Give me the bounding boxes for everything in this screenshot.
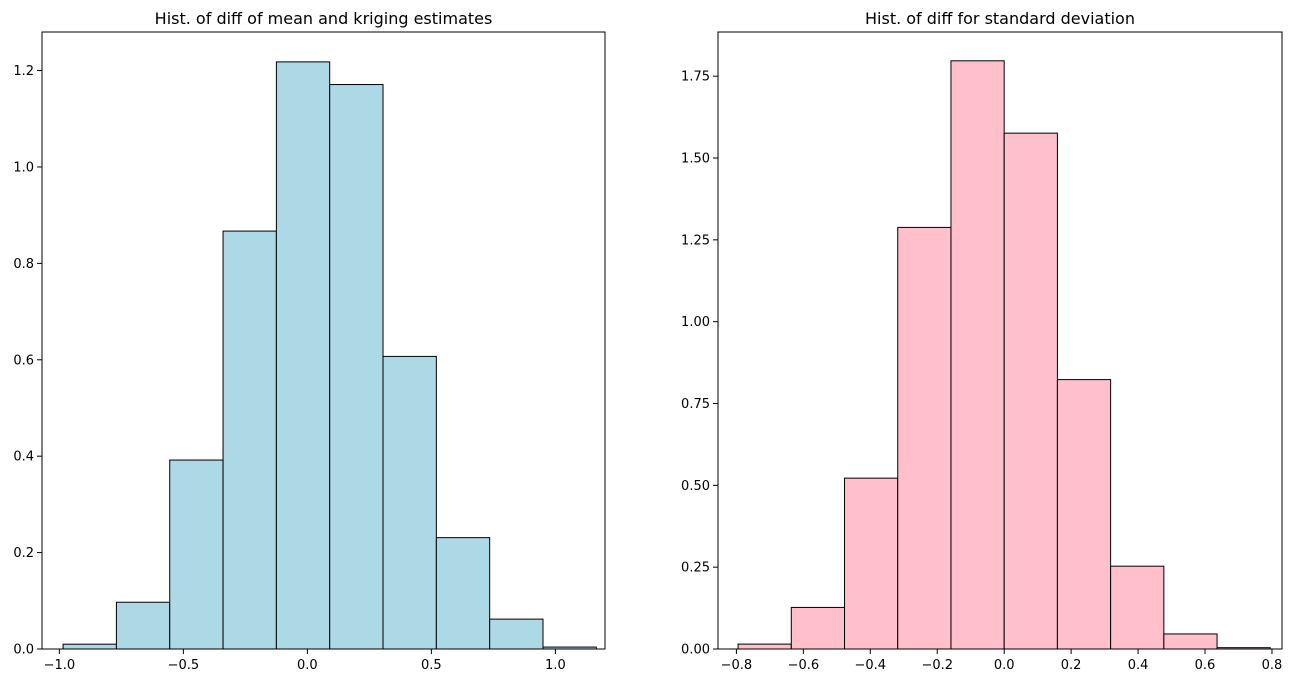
left-x-axis: −1.0 −0.5 0.0 0.5 1.0: [44, 649, 566, 673]
left-histogram: Hist. of diff of mean and kriging estima…: [13, 9, 606, 673]
right-y-tick-label: 1.25: [681, 233, 710, 248]
right-histogram-bar: [1003, 132, 1058, 650]
left-histogram-bar: [489, 618, 544, 650]
left-histogram-bar: [115, 601, 171, 650]
left-y-tick-label: 1.0: [13, 160, 34, 175]
left-histogram-bar: [275, 61, 331, 650]
left-x-tick-label: 1.0: [545, 658, 566, 673]
left-x-tick-label: −0.5: [168, 658, 200, 673]
left-histogram-bar: [329, 84, 384, 650]
left-x-tick-label: 0.0: [297, 658, 318, 673]
left-y-tick-label: 0.6: [13, 353, 34, 368]
right-x-axis: −0.8 −0.6 −0.4 −0.2 0.0 0.2 0.4 0.6 0.8: [721, 649, 1283, 673]
left-histogram-bar: [62, 643, 117, 650]
right-histogram-bar: [1163, 633, 1218, 650]
left-y-tick-label: 0.8: [13, 257, 34, 272]
left-y-tick-label: 0.0: [13, 643, 34, 658]
left-axes-frame: [41, 31, 606, 650]
right-histogram-bar: [737, 643, 792, 650]
right-histogram: Hist. of diff for standard deviation −0.…: [681, 9, 1283, 673]
left-histogram-bars: [62, 61, 597, 650]
left-histogram-bar: [222, 230, 277, 650]
right-x-tick-label: −0.2: [921, 658, 953, 673]
right-y-tick-label: 1.00: [681, 315, 710, 330]
right-x-tick-label: −0.8: [721, 658, 753, 673]
right-histogram-bar: [950, 60, 1005, 650]
left-x-tick-label: 0.5: [421, 658, 442, 673]
left-histogram-bar: [169, 459, 224, 650]
left-y-axis: 0.0 0.2 0.4 0.6 0.8 1.0 1.2: [13, 64, 42, 658]
right-y-tick-label: 0.50: [681, 479, 710, 494]
right-y-tick-label: 0.75: [681, 397, 710, 412]
right-y-tick-label: 0.25: [681, 561, 710, 576]
right-y-tick-label: 1.75: [681, 70, 710, 85]
right-histogram-bar: [1110, 565, 1165, 650]
right-y-axis: 0.00 0.25 0.50 0.75 1.00 1.25 1.50 1.75: [681, 70, 718, 658]
right-histogram-bar: [790, 606, 846, 650]
right-axes-frame: [717, 31, 1283, 650]
right-x-tick-label: 0.4: [1128, 658, 1149, 673]
left-y-tick-label: 0.4: [13, 450, 34, 465]
left-y-tick-label: 0.2: [13, 546, 34, 561]
left-chart-title: Hist. of diff of mean and kriging estima…: [155, 9, 493, 28]
left-histogram-bar: [382, 355, 437, 650]
left-histogram-bar: [435, 537, 491, 650]
right-histogram-bar: [1056, 379, 1112, 650]
right-y-tick-label: 1.50: [681, 152, 710, 167]
right-chart-title: Hist. of diff for standard deviation: [865, 9, 1135, 28]
right-histogram-bars: [737, 60, 1271, 650]
left-x-tick-label: −1.0: [44, 658, 76, 673]
right-histogram-bar: [844, 477, 899, 650]
right-x-tick-label: 0.6: [1195, 658, 1216, 673]
right-y-tick-label: 0.00: [681, 643, 710, 658]
right-x-tick-label: 0.2: [1061, 658, 1082, 673]
right-x-tick-label: 0.0: [994, 658, 1015, 673]
right-x-tick-label: −0.6: [788, 658, 820, 673]
right-histogram-bar: [897, 226, 952, 650]
left-y-tick-label: 1.2: [13, 64, 34, 79]
right-x-tick-label: 0.8: [1262, 658, 1283, 673]
right-x-tick-label: −0.4: [855, 658, 887, 673]
